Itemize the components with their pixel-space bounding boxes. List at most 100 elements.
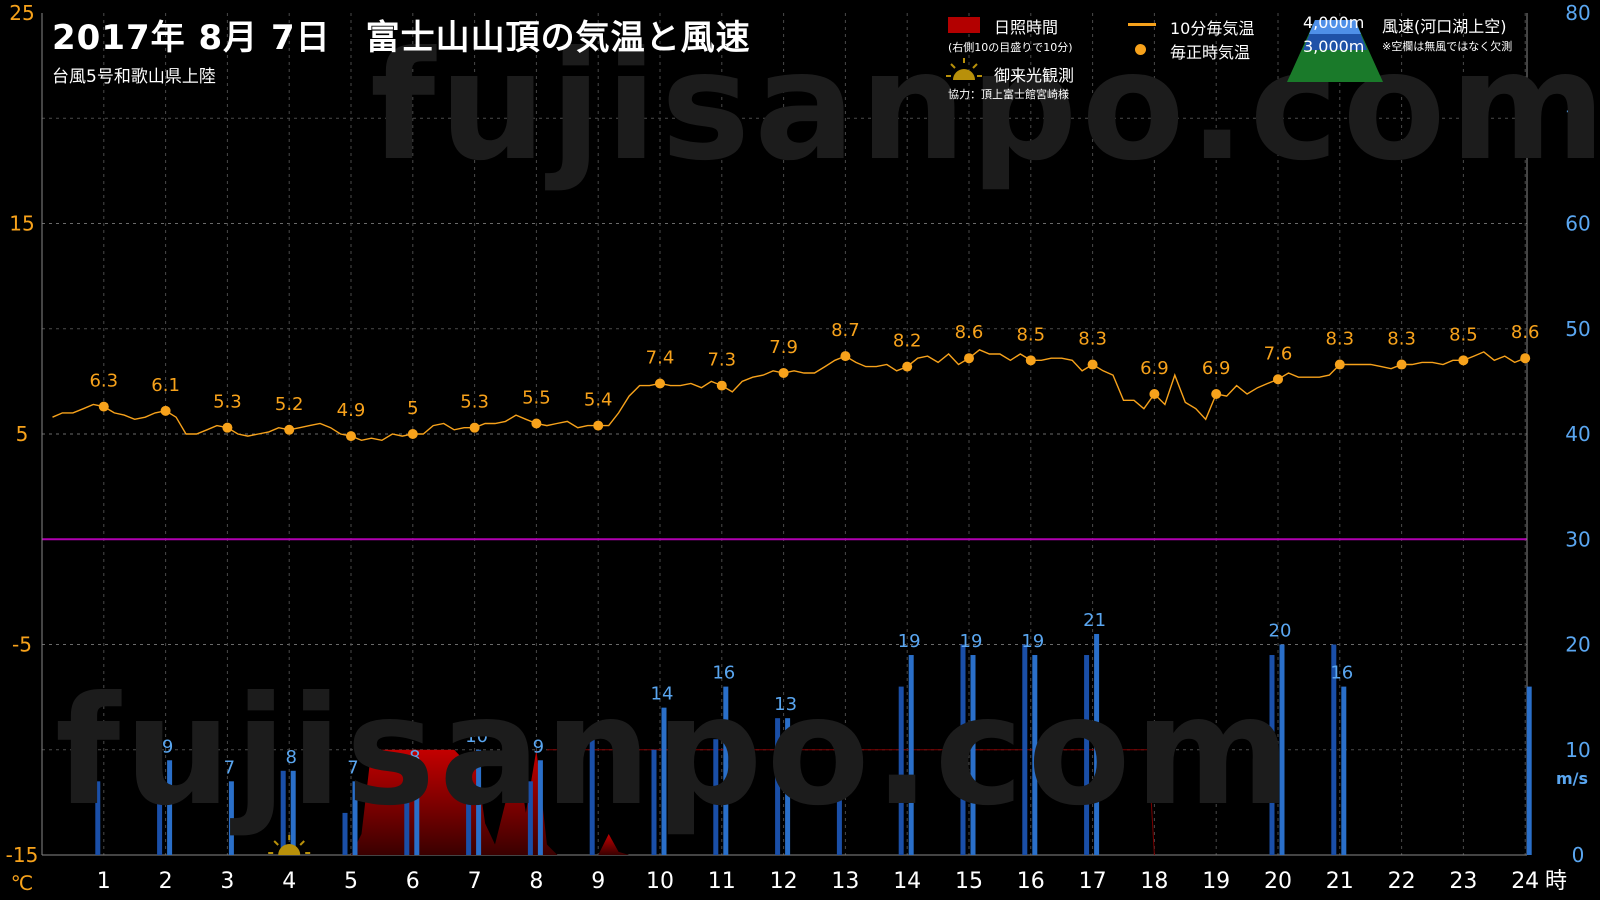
- wind-value-label: 10: [465, 726, 488, 747]
- wind-bar-4000m: [589, 739, 595, 855]
- legend-sunrise-label: 御来光観測: [994, 66, 1075, 85]
- hourly-temperature-label: 6.3: [89, 371, 118, 392]
- wind-bar-4000m: [342, 812, 348, 855]
- chart-title: 2017年 8月 7日 富士山山頂の気温と風速: [52, 18, 751, 58]
- wind-bar-3000m: [352, 781, 358, 855]
- hourly-temperature-dot: [716, 380, 727, 391]
- x-tick-label: 2: [159, 869, 173, 894]
- wind-bar-3000m: [1094, 633, 1100, 855]
- hourly-temperature-label: 8.2: [893, 331, 922, 352]
- wind-bar-3000m: [290, 770, 296, 855]
- legend-hourly-dot: [1135, 44, 1146, 55]
- x-tick-label: 13: [831, 869, 859, 894]
- hourly-temperature-dot: [1025, 355, 1036, 366]
- hourly-temperature-dot: [964, 353, 974, 364]
- left-axis-unit: ℃: [11, 871, 33, 895]
- watermark-bottom: fujisanpo.com: [55, 665, 1295, 839]
- wind-bar-4000m: [960, 644, 966, 855]
- hourly-temperature-label: 7.3: [707, 350, 736, 371]
- x-tick-label: 15: [955, 869, 983, 894]
- hourly-temperature-dot: [160, 405, 171, 416]
- wind-value-label: 19: [1021, 631, 1044, 652]
- wind-bar-3000m: [1279, 644, 1285, 855]
- legend-temp10-line: [1128, 23, 1156, 26]
- wind-bar-3000m: [476, 749, 482, 855]
- wind-bar-4000m: [280, 770, 286, 855]
- x-axis-unit: 時: [1545, 869, 1567, 894]
- x-tick-label: 16: [1017, 869, 1045, 894]
- watermark-top: fujisanpo.com: [370, 20, 1600, 194]
- right-axis-tick-label: 20: [1565, 633, 1590, 657]
- wind-bar-4000m: [404, 802, 410, 855]
- sunshine-area: [598, 833, 630, 855]
- wind-value-label: 19: [898, 631, 921, 652]
- wind-value-label: 16: [712, 663, 735, 684]
- wind-value-label: 19: [960, 631, 983, 652]
- x-tick-label: 12: [770, 869, 798, 894]
- hourly-temperature-dot: [1458, 355, 1469, 366]
- x-tick-label: 14: [893, 869, 921, 894]
- wind-bar-3000m: [970, 655, 976, 855]
- wind-bar-3000m: [167, 760, 173, 855]
- wind-value-label: 8: [285, 747, 296, 768]
- wind-bar-4000m: [1269, 655, 1275, 855]
- hourly-temperature-dot: [593, 420, 604, 431]
- sunshine-area: [351, 749, 558, 855]
- wind-bar-3000m: [785, 718, 791, 855]
- sunrise-ray: [299, 840, 305, 846]
- hourly-temperature-dot: [778, 367, 789, 378]
- hourly-temperature-dot: [840, 351, 851, 362]
- hourly-temperature-dot: [284, 424, 295, 435]
- hourly-temperature-dot: [531, 418, 542, 429]
- hourly-temperature-label: 7.6: [1264, 343, 1293, 364]
- x-tick-label: 24: [1511, 869, 1539, 894]
- x-tick-label: 8: [529, 869, 543, 894]
- hourly-temperature-label: 5.2: [275, 394, 304, 415]
- legend-wind-4000: 4,000m: [1303, 13, 1365, 32]
- legend-credit: 協力：頂上富士館宮崎様: [948, 88, 1069, 101]
- x-tick-label: 21: [1326, 869, 1354, 894]
- hourly-temperature-label: 8.5: [1449, 324, 1478, 345]
- hourly-temperature-dot: [469, 422, 480, 433]
- left-axis-tick-label: -5: [12, 633, 32, 657]
- legend-temp10-label: 10分毎気温: [1170, 19, 1255, 38]
- hourly-temperature-dot: [1520, 353, 1531, 364]
- x-tick-label: 3: [220, 869, 234, 894]
- x-tick-label: 23: [1449, 869, 1477, 894]
- hourly-temperature-dot: [407, 429, 418, 439]
- sunrise-icon: [946, 58, 982, 80]
- x-tick-label: 6: [406, 869, 420, 894]
- sunrise-ray: [273, 840, 279, 846]
- wind-bar-4000m: [651, 749, 657, 855]
- hourly-temperature-label: 5.4: [584, 390, 613, 411]
- hourly-temperature-label: 8.7: [831, 320, 860, 341]
- x-tick-label: 22: [1388, 869, 1416, 894]
- hourly-temperature-dot: [902, 361, 913, 372]
- wind-bar-4000m: [898, 686, 904, 855]
- sunrise-marker: [278, 844, 301, 855]
- hourly-temperature-label: 5.5: [522, 387, 551, 408]
- legend-wind-note: ※空欄は無風ではなく欠測: [1382, 40, 1513, 53]
- x-tick-label: 4: [282, 869, 296, 894]
- hourly-temperature-dot: [98, 401, 109, 412]
- x-tick-label: 19: [1202, 869, 1230, 894]
- wind-value-label: 20: [1269, 621, 1292, 642]
- hourly-temperature-dot: [1211, 389, 1222, 400]
- legend-sunshine-label: 日照時間: [994, 18, 1059, 37]
- wind-bar-4000m: [1331, 644, 1337, 855]
- wind-value-label: 7: [224, 757, 235, 778]
- legend-wind-title: 風速(河口湖上空): [1382, 17, 1507, 36]
- hourly-temperature-dot: [346, 431, 356, 442]
- x-tick-label: 20: [1264, 869, 1292, 894]
- right-axis-tick-label: 40: [1565, 422, 1590, 446]
- wind-bar-3000m: [1032, 655, 1038, 855]
- hourly-temperature-label: 6.1: [151, 375, 180, 396]
- wind-bar-4000m: [1022, 644, 1028, 855]
- wind-value-label: 9: [162, 736, 173, 757]
- right-axis-tick-label: 80: [1565, 1, 1590, 25]
- wind-bar-3000m: [661, 707, 667, 855]
- hourly-temperature-label: 8.3: [1325, 329, 1354, 350]
- right-axis-tick-label: 10: [1565, 738, 1590, 762]
- left-axis-tick-label: 15: [9, 212, 34, 236]
